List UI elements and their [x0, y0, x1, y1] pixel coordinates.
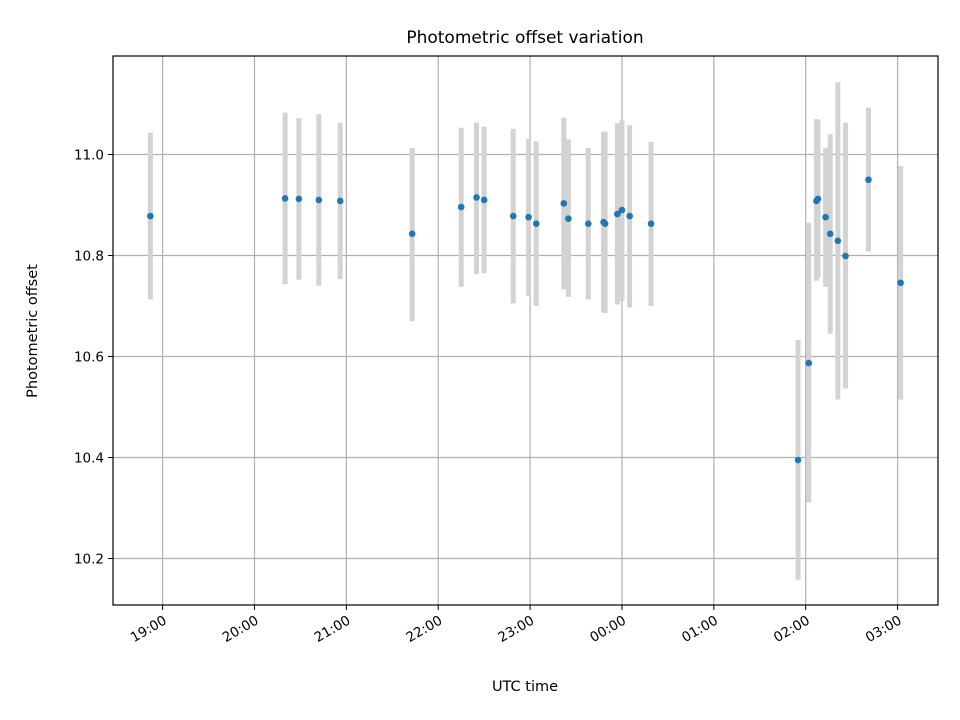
data-point	[865, 176, 872, 184]
data-point	[281, 195, 289, 202]
x-axis-label: UTC time	[492, 679, 558, 695]
y-tick-label: 10.4	[74, 451, 104, 467]
x-tick-label: 03:00	[863, 613, 905, 646]
data-point	[480, 196, 488, 204]
data-point	[457, 203, 465, 211]
x-tick-label: 23:00	[495, 613, 537, 646]
data-point	[647, 220, 655, 227]
data-point	[295, 195, 303, 203]
data-point	[897, 279, 904, 287]
data-point	[814, 195, 822, 203]
chart-title: Photometric offset variation	[406, 28, 643, 48]
y-axis-ticks: 10.2 10.4 10.6 10.8 11.0	[74, 147, 113, 568]
data-point	[805, 359, 813, 367]
data-point	[473, 194, 480, 201]
data-point	[601, 220, 609, 227]
data-point	[794, 456, 802, 464]
data-point	[560, 200, 568, 207]
data-point	[525, 213, 532, 221]
y-tick-label: 10.6	[74, 350, 104, 366]
x-tick-label: 20:00	[220, 613, 262, 646]
data-point	[834, 237, 842, 245]
y-axis-label: Photometric offset	[25, 264, 41, 398]
y-tick-label: 11.0	[74, 147, 104, 163]
plot-frame	[112, 55, 939, 606]
data-point	[822, 213, 829, 221]
data-point	[408, 230, 416, 238]
data-point	[826, 230, 834, 238]
x-tick-label: 21:00	[312, 613, 354, 646]
data-point	[336, 197, 344, 205]
x-tick-label: 01:00	[679, 613, 721, 646]
y-tick-label: 10.8	[74, 248, 104, 264]
data-point	[509, 212, 517, 220]
data-point	[565, 215, 572, 222]
data-point	[315, 196, 323, 204]
data-point	[614, 210, 621, 218]
data-point	[842, 252, 849, 260]
data-point	[147, 212, 154, 220]
y-tick-label: 10.2	[74, 552, 104, 568]
x-axis-ticks: 19:00 20:00 21:00 22:00 23:00 00:00 01:00 02:00…	[128, 605, 905, 646]
x-tick-label: 02:00	[771, 613, 813, 646]
data-point	[584, 220, 592, 227]
errorbars	[147, 82, 904, 580]
data-markers	[147, 176, 904, 464]
data-point	[618, 206, 626, 214]
x-tick-label: 19:00	[128, 613, 170, 646]
data-point	[532, 220, 540, 227]
data-point	[626, 212, 633, 220]
x-tick-label: 22:00	[404, 613, 446, 646]
x-tick-label: 00:00	[587, 613, 629, 646]
